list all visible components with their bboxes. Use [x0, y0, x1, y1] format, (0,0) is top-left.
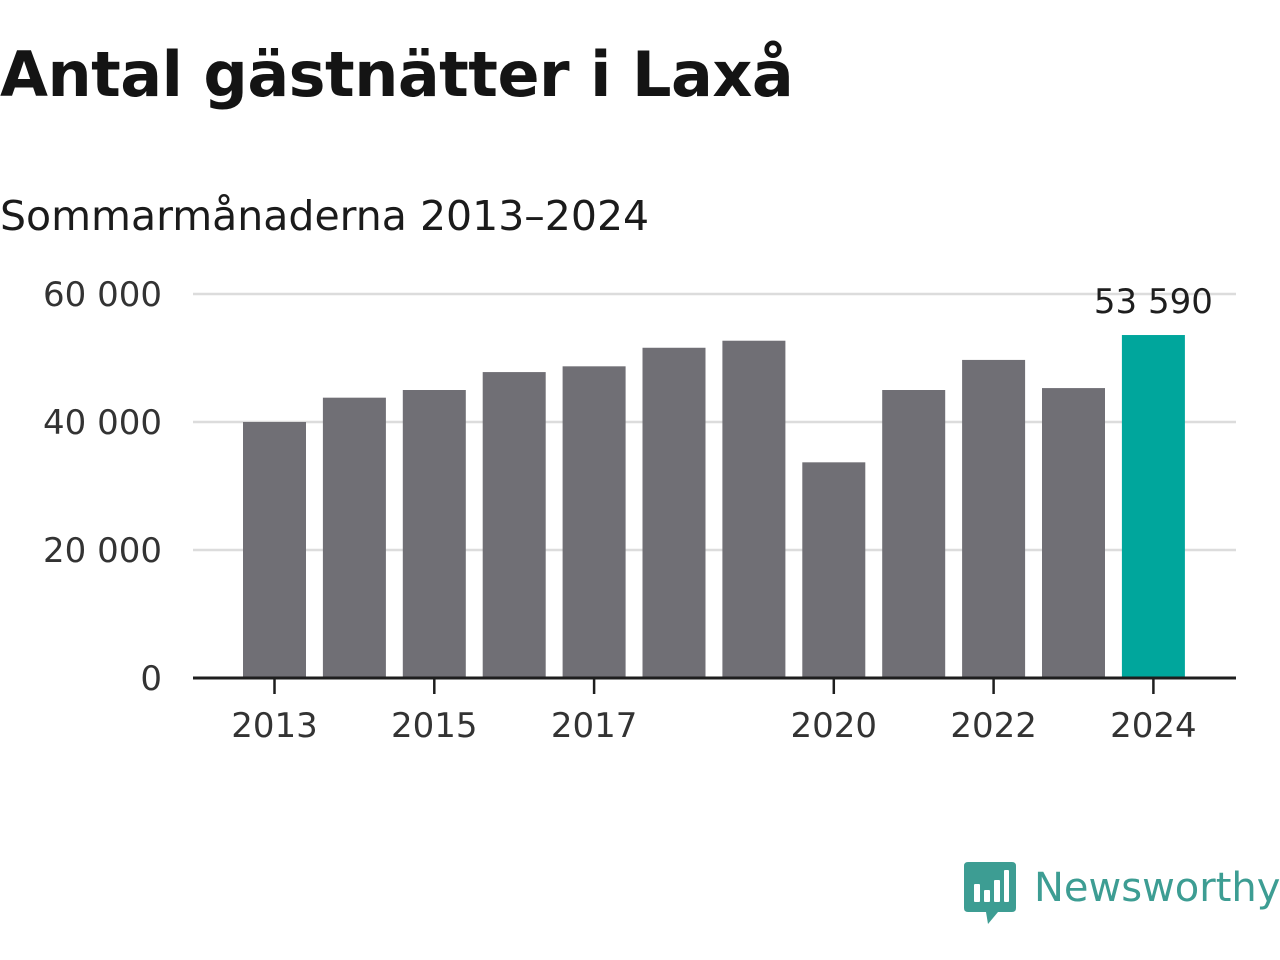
bar-2023	[1042, 388, 1105, 678]
value-label-2024: 53 590	[1094, 282, 1213, 322]
bar-2024	[1121, 335, 1185, 678]
x-tick-label: 2017	[551, 706, 638, 746]
bar-2015	[402, 390, 466, 678]
chart-title: Antal gästnätter i Laxå	[0, 38, 794, 111]
x-tick-label: 2020	[791, 706, 878, 746]
bar-2021	[882, 390, 946, 678]
y-tick-label: 20 000	[43, 531, 162, 571]
bar-2018	[642, 347, 706, 678]
brand-name: Newsworthy	[1034, 865, 1280, 911]
x-tick-label: 2015	[391, 706, 478, 746]
y-tick-label: 0	[140, 659, 162, 699]
x-tick-label: 2022	[950, 706, 1037, 746]
x-tick-label: 2013	[231, 706, 318, 746]
value-labels: 53 590	[1094, 282, 1213, 322]
y-tick-label: 40 000	[43, 403, 162, 443]
bar-2022	[962, 359, 1026, 678]
x-axis-labels: 2013 2015 2017 2020 2022 2024	[231, 706, 1196, 746]
y-axis-labels: 0 20 000 40 000 60 000	[43, 275, 162, 699]
bar-2014	[322, 397, 386, 678]
bar-2017	[562, 366, 626, 678]
newsworthy-logo-icon	[964, 862, 1016, 924]
bar-2019	[722, 340, 786, 678]
chart-subtitle: Sommarmånaderna 2013–2024	[0, 192, 650, 240]
bar-2020	[802, 462, 866, 678]
x-tick-label: 2024	[1110, 706, 1197, 746]
brand: Newsworthy	[964, 862, 1280, 926]
bar-2016	[482, 372, 546, 678]
bars	[243, 335, 1185, 678]
bar-2013	[243, 422, 306, 678]
x-axis	[193, 676, 1236, 694]
y-tick-label: 60 000	[43, 275, 162, 315]
